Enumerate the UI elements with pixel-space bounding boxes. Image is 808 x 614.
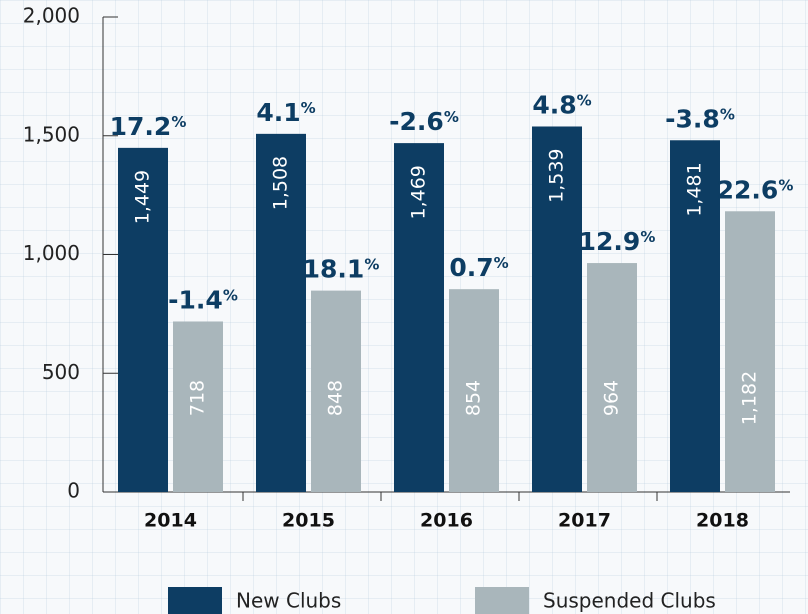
change-label: 22.6%	[717, 175, 794, 204]
bar	[587, 263, 637, 492]
bar	[311, 290, 361, 492]
change-label: 12.9%	[579, 227, 656, 256]
change-label: -2.6%	[389, 107, 459, 136]
y-tick-label: 500	[42, 360, 80, 384]
x-tick-label: 2017	[558, 510, 611, 532]
value-label: 1,469	[408, 165, 430, 219]
bar	[256, 133, 306, 492]
legend-swatch	[475, 587, 529, 614]
x-tick-label: 2016	[420, 510, 473, 532]
value-label: 1,539	[546, 148, 568, 202]
value-label: 854	[463, 380, 485, 416]
x-tick-label: 2015	[282, 510, 335, 532]
x-tick-label: 2018	[696, 510, 749, 532]
change-label: -1.4%	[168, 285, 238, 314]
bar	[449, 289, 499, 492]
value-label: 1,481	[684, 162, 706, 216]
x-tick-label: 2014	[144, 510, 197, 532]
y-tick-label: 1,500	[23, 122, 80, 146]
change-label: 4.1%	[256, 98, 315, 127]
change-label: 17.2%	[110, 112, 187, 141]
change-label: 0.7%	[449, 253, 508, 282]
bar	[394, 143, 444, 493]
change-label: 18.1%	[303, 255, 380, 284]
bar	[532, 126, 582, 493]
y-tick-label: 1,000	[23, 241, 80, 265]
bar	[725, 211, 775, 492]
bar	[670, 140, 720, 492]
value-label: 1,182	[739, 371, 761, 425]
change-label: -3.8%	[665, 104, 735, 133]
legend-label: New Clubs	[236, 589, 341, 613]
legend-swatch	[168, 587, 222, 614]
change-label: 4.8%	[532, 90, 591, 119]
value-label: 1,508	[270, 156, 292, 210]
legend-label: Suspended Clubs	[543, 589, 716, 613]
value-label: 718	[187, 380, 209, 416]
y-tick-label: 0	[67, 479, 80, 503]
value-label: 848	[325, 380, 347, 416]
value-label: 1,449	[132, 170, 154, 224]
value-label: 964	[601, 380, 623, 416]
y-tick-label: 2,000	[23, 4, 80, 28]
bar	[173, 321, 223, 492]
bar	[118, 147, 168, 493]
